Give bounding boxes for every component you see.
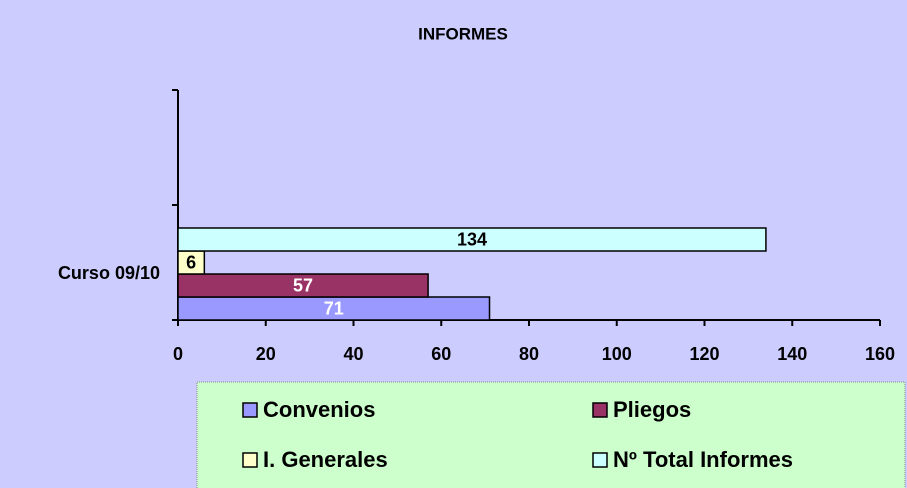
y-tick-label: Curso 09/10	[58, 263, 160, 283]
x-tick-label: 120	[689, 344, 719, 364]
bar	[177, 227, 767, 252]
chart-title: INFORMES	[418, 24, 508, 43]
legend-label: I. Generales	[263, 447, 388, 472]
legend-label: Pliegos	[613, 397, 691, 422]
data-label: 6	[186, 252, 196, 272]
data-label: 57	[293, 275, 313, 295]
data-label: 71	[324, 298, 344, 318]
x-tick-label: 40	[343, 344, 363, 364]
legend-label: Nº Total Informes	[613, 447, 793, 472]
data-label: 134	[457, 229, 487, 249]
x-tick-label: 0	[173, 344, 183, 364]
x-tick-label: 60	[431, 344, 451, 364]
legend-swatch	[242, 402, 258, 418]
legend-label: Convenios	[263, 397, 375, 422]
x-tick-label: 160	[865, 344, 895, 364]
x-tick-label: 140	[777, 344, 807, 364]
x-tick-label: 20	[256, 344, 276, 364]
legend-swatch	[592, 452, 608, 468]
legend-box	[196, 381, 906, 488]
legend-swatch	[592, 402, 608, 418]
x-tick-label: 80	[519, 344, 539, 364]
bar	[177, 273, 429, 298]
x-tick-label: 100	[602, 344, 632, 364]
legend-swatch	[242, 452, 258, 468]
